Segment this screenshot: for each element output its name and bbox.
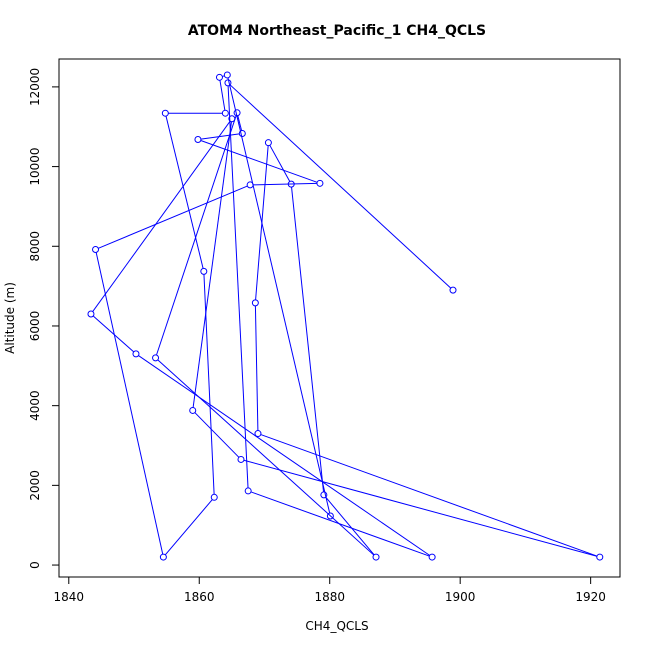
data-point <box>228 115 236 123</box>
series-segment <box>254 305 259 431</box>
data-point <box>132 350 140 358</box>
series-segment <box>260 434 598 557</box>
y-axis: 0 2000 4000 6000 8000 10000 12000 <box>28 68 60 569</box>
y-tick-label: 4000 <box>28 390 42 421</box>
y-tick-label: 8000 <box>28 231 42 262</box>
data-point <box>223 71 231 79</box>
data-point <box>251 299 259 307</box>
x-tick-label: 1840 <box>54 590 85 604</box>
series-segment <box>219 80 226 111</box>
series-line <box>92 75 598 557</box>
series-segment <box>229 84 452 289</box>
series-markers <box>87 71 604 561</box>
data-point <box>254 430 262 438</box>
data-point <box>264 139 272 147</box>
data-point <box>87 310 95 318</box>
series-segment <box>253 182 317 186</box>
y-tick-label: 12000 <box>28 68 42 106</box>
data-point <box>233 109 241 117</box>
data-point <box>372 553 380 561</box>
series-segment <box>192 121 232 408</box>
series-segment <box>98 185 248 249</box>
x-axis: 1840 1860 1880 1900 1920 <box>54 576 606 604</box>
series-segment <box>227 85 249 488</box>
y-tick-label: 6000 <box>28 311 42 342</box>
series-segment <box>291 187 325 492</box>
series-segment <box>138 355 430 556</box>
data-point <box>238 130 246 138</box>
x-tick-label: 1880 <box>314 590 345 604</box>
x-tick-label: 1860 <box>184 590 215 604</box>
y-axis-label: Altitude (m) <box>3 282 17 354</box>
series-segment <box>164 499 213 556</box>
series-segment <box>95 252 164 555</box>
y-tick-label: 2000 <box>28 470 42 501</box>
series-segment <box>157 359 375 556</box>
y-tick-label: 0 <box>28 561 42 569</box>
data-point <box>326 512 334 520</box>
data-point <box>194 135 202 143</box>
data-point <box>224 79 232 87</box>
data-point <box>215 73 223 81</box>
data-point <box>449 286 457 294</box>
data-point <box>428 553 436 561</box>
series-segment <box>194 412 240 458</box>
data-point <box>316 179 324 187</box>
data-point <box>237 455 245 463</box>
series-segment <box>92 120 231 312</box>
data-point <box>320 491 328 499</box>
data-point <box>246 181 254 189</box>
data-point <box>161 109 169 117</box>
data-point <box>152 354 160 362</box>
series-segment <box>156 115 237 356</box>
data-point <box>200 267 208 275</box>
data-point <box>221 109 229 117</box>
series-segment <box>203 274 215 495</box>
data-point <box>189 406 197 414</box>
data-point <box>159 553 167 561</box>
series-segment <box>200 133 240 140</box>
series-segment <box>92 315 135 353</box>
series-segment <box>269 145 291 182</box>
series-segment <box>243 459 598 557</box>
x-tick-label: 1900 <box>445 590 476 604</box>
data-point <box>92 245 100 253</box>
data-point <box>596 553 604 561</box>
series-segment <box>325 496 375 556</box>
x-tick-label: 1920 <box>575 590 606 604</box>
data-point <box>287 180 295 188</box>
plot-area-border <box>58 58 621 578</box>
series-segment <box>237 115 243 131</box>
series-segment <box>227 77 331 514</box>
data-point <box>210 493 218 501</box>
series-segment <box>165 115 204 269</box>
x-axis-label: CH4_QCLS <box>305 619 368 633</box>
series-segment <box>200 140 318 183</box>
chart-title: ATOM4 Northeast_Pacific_1 CH4_QCLS <box>188 23 486 39</box>
data-point <box>244 487 252 495</box>
y-tick-label: 10000 <box>28 147 42 185</box>
